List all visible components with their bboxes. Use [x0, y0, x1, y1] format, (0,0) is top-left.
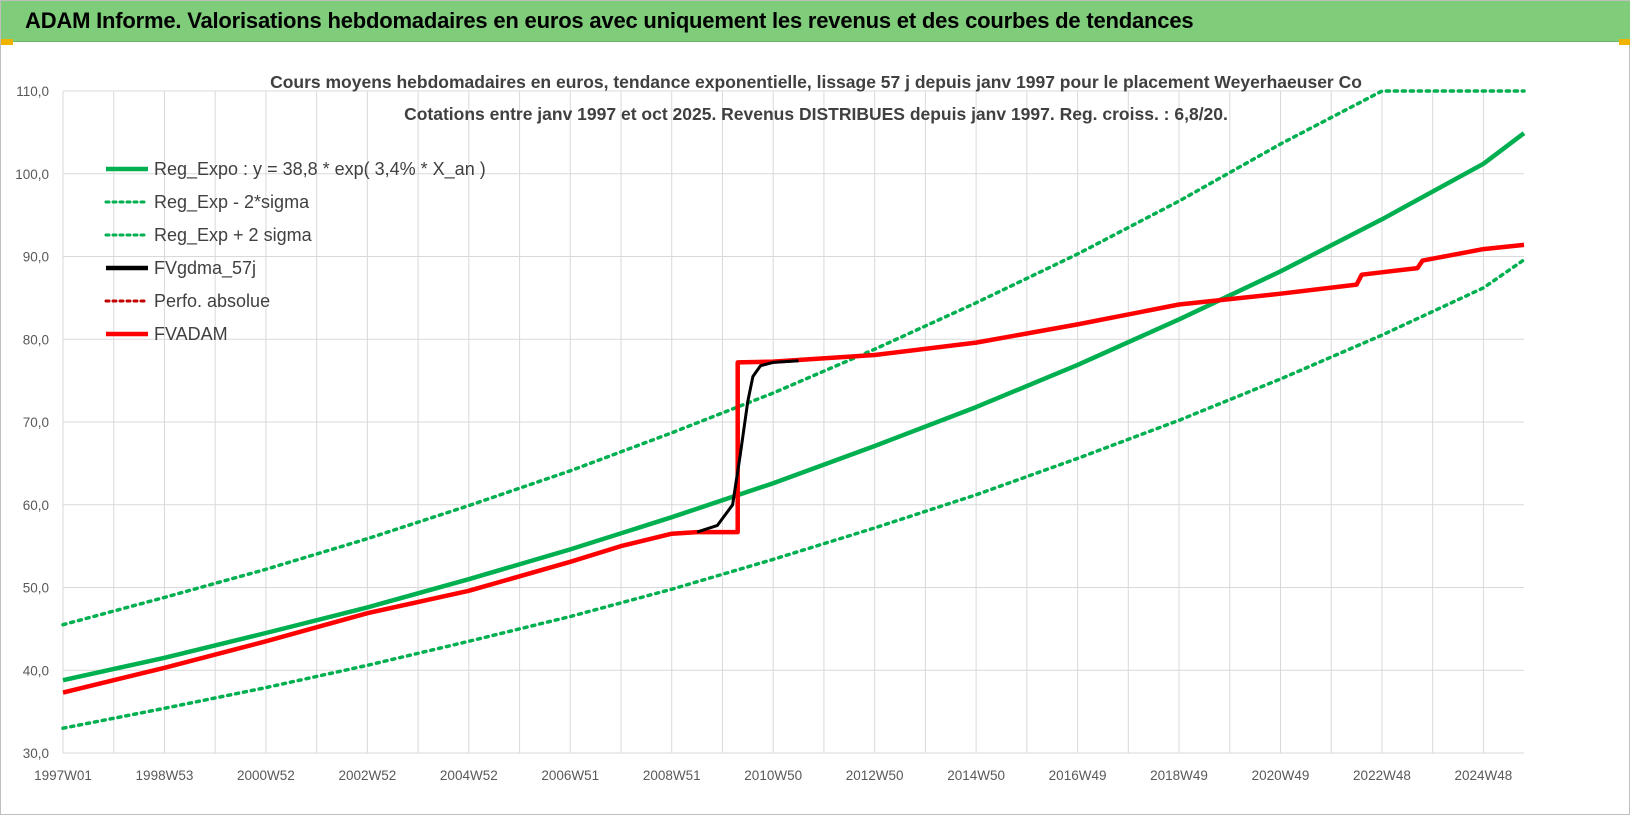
y-tick-label: 50,0	[23, 581, 49, 596]
legend-label: Perfo. absolue	[154, 291, 270, 311]
x-tick-label: 1997W01	[34, 768, 92, 783]
header-bar: ADAM Informe. Valorisations hebdomadaire…	[1, 1, 1630, 42]
y-tick-label: 100,0	[15, 167, 49, 182]
x-tick-label: 2010W50	[744, 768, 802, 783]
series-line	[61, 258, 1526, 730]
legend-label: FVADAM	[154, 324, 228, 344]
legend-label: FVgdma_57j	[154, 258, 256, 279]
x-tick-label: 2004W52	[440, 768, 498, 783]
chart-title-line2: Cotations entre janv 1997 et oct 2025. R…	[404, 104, 1228, 124]
x-tick-label: 2020W49	[1252, 768, 1310, 783]
series-line	[696, 359, 799, 534]
x-tick-label: 1998W53	[136, 768, 194, 783]
series-layer	[61, 89, 1526, 730]
horizontal-gridlines	[63, 90, 1524, 754]
legend-label: Reg_Exp - 2*sigma	[154, 192, 310, 213]
chart-legend: Reg_Expo : y = 38,8 * exp( 3,4% * X_an )…	[104, 159, 486, 344]
x-tick-label: 2016W49	[1049, 768, 1107, 783]
y-tick-label: 90,0	[23, 250, 49, 265]
x-tick-label: 2014W50	[947, 768, 1005, 783]
x-tick-label: 2022W48	[1353, 768, 1411, 783]
x-tick-label: 2008W51	[643, 768, 701, 783]
series-line	[61, 89, 1526, 627]
series-line	[62, 131, 1526, 683]
legend-label: Reg_Expo : y = 38,8 * exp( 3,4% * X_an )	[154, 159, 486, 180]
corner-mark-right	[1619, 39, 1630, 45]
y-tick-label: 30,0	[23, 746, 49, 761]
x-tick-label: 2012W50	[846, 768, 904, 783]
x-tick-label: 2002W52	[338, 768, 396, 783]
y-tick-label: 60,0	[23, 498, 49, 513]
legend-label: Reg_Exp + 2 sigma	[154, 225, 313, 246]
y-axis-ticks: 30,0 40,0 50,0 60,0 70,0 80,0 90,0 100,0 110,0	[15, 84, 49, 761]
y-tick-label: 40,0	[23, 663, 49, 678]
x-tick-label: 2018W49	[1150, 768, 1208, 783]
x-tick-label: 2000W52	[237, 768, 295, 783]
y-tick-label: 110,0	[16, 84, 49, 99]
y-tick-label: 70,0	[23, 415, 49, 430]
corner-mark-left	[1, 39, 13, 45]
page-title: ADAM Informe. Valorisations hebdomadaire…	[25, 8, 1194, 33]
series-line	[62, 242, 1525, 695]
y-tick-label: 80,0	[23, 332, 49, 347]
x-axis-ticks: 1997W01 1998W53 2000W52 2002W52 2004W52 2006W…	[34, 768, 1512, 783]
chart-title-line1: Cours moyens hebdomadaires en euros, ten…	[270, 72, 1362, 92]
x-tick-label: 2024W48	[1455, 768, 1513, 783]
x-tick-label: 2006W51	[541, 768, 599, 783]
